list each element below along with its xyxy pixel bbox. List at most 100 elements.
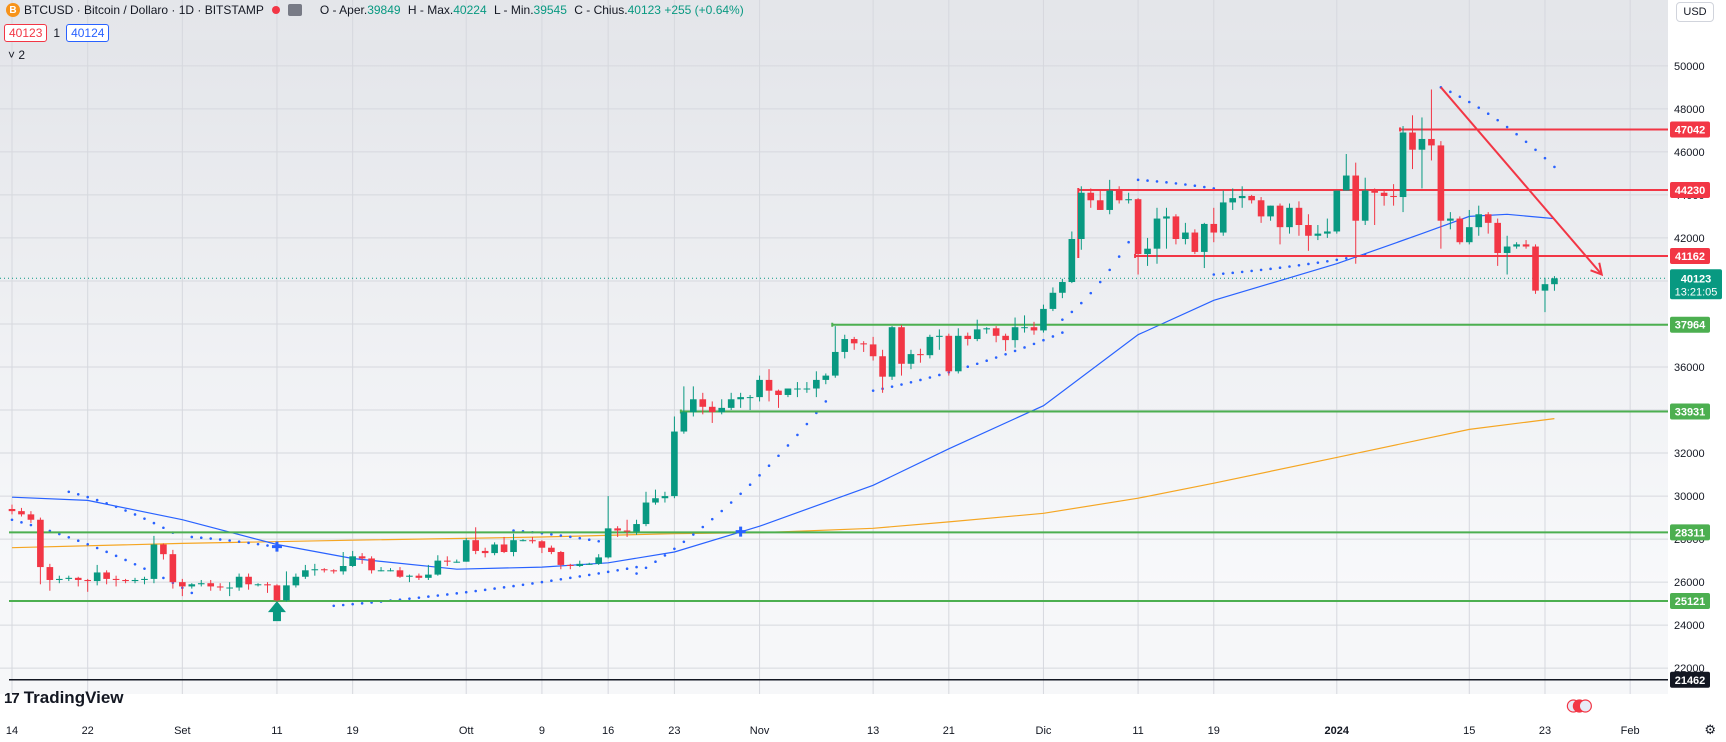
sell-price-button[interactable]: 40123	[4, 24, 48, 42]
candle	[131, 577, 139, 584]
candles	[8, 89, 1558, 606]
candle-body	[992, 328, 1000, 336]
candle-body	[377, 570, 385, 572]
candle-body	[56, 578, 63, 580]
market-status-icon[interactable]	[271, 6, 280, 14]
candle-body	[756, 379, 763, 398]
candle	[642, 491, 650, 527]
time-axis-tick: Set	[174, 725, 191, 737]
candle-body	[708, 406, 716, 413]
sar-dot	[1184, 183, 1187, 186]
currency-selector[interactable]: USD	[1676, 2, 1714, 22]
candle-body	[661, 496, 669, 499]
candle-body	[671, 431, 678, 497]
sar-dot	[67, 490, 71, 494]
tradingview-logo-text: TradingView	[23, 688, 124, 707]
sar-dot	[1326, 259, 1329, 263]
sar-dot	[1203, 185, 1206, 189]
candle-body	[803, 388, 811, 390]
candle-body	[1352, 175, 1360, 221]
candle	[216, 583, 224, 591]
price-axis-tick: 24000	[1674, 620, 1705, 632]
sar-dot	[190, 591, 194, 595]
candle-body	[387, 570, 394, 572]
sar-dot	[1070, 310, 1074, 314]
candle	[302, 564, 309, 579]
candle	[595, 554, 603, 565]
level-label: 25121	[1675, 596, 1706, 608]
candle	[188, 583, 196, 589]
candle	[453, 559, 461, 563]
sar-dot	[1458, 95, 1462, 99]
candle-body	[1210, 223, 1218, 233]
low-value: 39545	[533, 3, 567, 17]
sar-dot	[692, 533, 695, 536]
sar-dot	[1117, 255, 1121, 258]
candle	[179, 578, 186, 597]
sar-dot	[1108, 268, 1111, 272]
candle	[548, 545, 555, 555]
sar-dot	[569, 535, 572, 539]
candle-body	[1096, 200, 1104, 210]
sar-dot	[455, 592, 459, 595]
candle-body	[1134, 199, 1142, 255]
candle	[652, 489, 659, 505]
candle	[1333, 190, 1341, 234]
candle-body	[983, 328, 990, 330]
candle	[37, 517, 44, 585]
candle-body	[1257, 200, 1265, 217]
sar-dot	[114, 554, 118, 558]
candle	[907, 349, 915, 370]
candle-body	[150, 544, 158, 579]
flag-icon[interactable]	[287, 4, 302, 16]
time-axis-tick: 13	[867, 725, 879, 737]
candle	[936, 329, 943, 350]
sar-dot	[550, 579, 553, 583]
candle-body	[1522, 244, 1530, 247]
candle-body	[74, 577, 82, 580]
current-price-tag	[1670, 269, 1722, 300]
bid-ask: 40123 1 40124	[4, 24, 110, 42]
sar-dot	[909, 381, 913, 384]
tradingview-logo-mark: 17	[4, 689, 20, 707]
candle-body	[84, 579, 92, 582]
candle	[831, 326, 839, 378]
time-axis-tick: Feb	[1621, 725, 1640, 737]
candle	[869, 336, 877, 361]
candle-body	[122, 579, 129, 582]
candle-body	[1021, 327, 1028, 329]
time-axis: 14 22 Set 11 19 Ott 9 16 23 Nov 13 21 Dic 11 19 2024 15 2…	[0, 696, 1668, 742]
candle-body	[283, 585, 290, 601]
candle	[150, 535, 158, 584]
candle	[1399, 126, 1407, 213]
candle	[1106, 179, 1114, 215]
sar-dot	[587, 573, 591, 577]
sar-dot	[1278, 266, 1282, 269]
sar-dot	[1004, 352, 1007, 356]
candle-body	[112, 578, 120, 580]
candle-body	[1371, 190, 1378, 193]
sar-dot	[540, 580, 544, 584]
time-axis-background	[0, 696, 1668, 742]
candle	[1513, 242, 1520, 249]
sar-dot	[597, 539, 600, 543]
candle-body	[869, 344, 877, 357]
candle-body	[46, 567, 54, 580]
candle-body	[1418, 138, 1426, 150]
indicator-toggle[interactable]: ˅ 2	[8, 48, 25, 62]
gear-icon[interactable]: ⚙	[1704, 722, 1716, 737]
sar-dot	[1013, 349, 1017, 353]
sar-dot	[1155, 180, 1159, 183]
buy-price-button[interactable]: 40124	[66, 24, 110, 42]
candle-body	[1503, 246, 1511, 253]
sar-dot	[247, 541, 250, 545]
candle-body	[8, 508, 16, 512]
sar-dot	[748, 483, 752, 487]
price-axis-tick: 30000	[1674, 491, 1705, 503]
candle-body	[425, 574, 432, 578]
symbol-title[interactable]: BTCUSD · Bitcoin / Dollaro · 1D · BITSTA…	[24, 3, 264, 17]
sar-dot	[1297, 263, 1301, 267]
open-value: 39849	[367, 3, 401, 17]
